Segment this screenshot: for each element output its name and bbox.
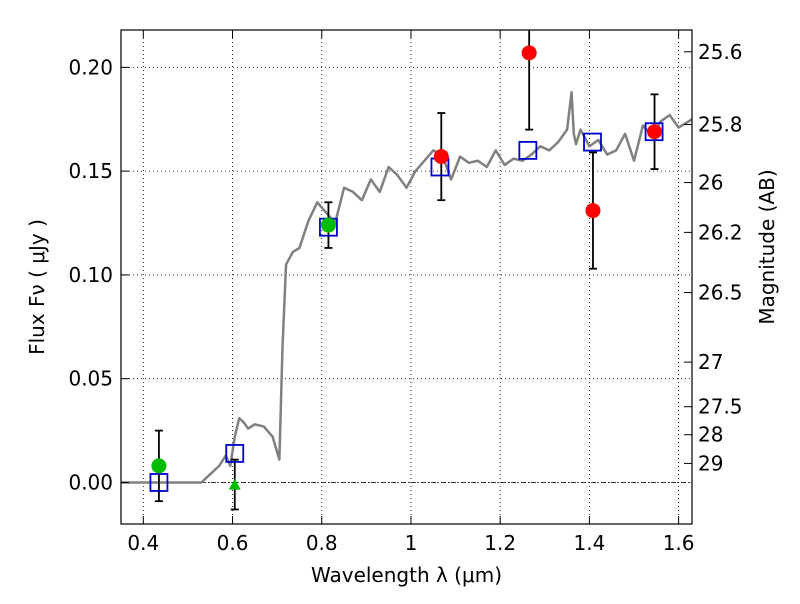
grid (121, 30, 692, 524)
right-tick-label: 26.2 (698, 220, 743, 244)
y-axis-title: Flux Fν ( μJy ) (25, 219, 49, 355)
right-tick-label: 25.6 (698, 40, 743, 64)
right-tick-label: 25.8 (698, 112, 743, 136)
spectrum-line (121, 91, 693, 484)
y-tick-label: 0.15 (68, 159, 113, 183)
x-tick-label: 1.4 (573, 531, 605, 555)
right-tick-label: 27.5 (698, 395, 743, 419)
observed-point-red (521, 45, 537, 61)
right-tick-label: 26 (698, 171, 723, 195)
right-tick-label: 29 (698, 451, 723, 475)
model-square-point (149, 473, 169, 492)
axis-ticks: 0.4 0.6 0.8 1 1.2 1.4 1.6 0.00 0.05 0.10 0.15 0.20 2… (68, 30, 743, 555)
x-tick-label: 0.8 (306, 531, 338, 555)
data-markers (149, 45, 664, 492)
y-tick-label: 0.00 (68, 470, 113, 494)
x-tick-label: 0.6 (217, 531, 249, 555)
y-tick-label: 0.05 (68, 367, 113, 391)
model-square-point (225, 444, 245, 463)
model-square-point (518, 140, 538, 160)
upper-limit-triangle (228, 478, 241, 490)
right-tick-label: 27 (698, 350, 723, 374)
observed-point-green (151, 458, 167, 474)
right-tick-label: 26.5 (698, 281, 743, 305)
y-tick-label: 0.20 (68, 55, 113, 79)
model-square-point (583, 132, 602, 152)
x-tick-label: 1.2 (484, 531, 516, 555)
y-tick-label: 0.10 (68, 263, 113, 287)
x-tick-label: 1 (405, 531, 418, 555)
observed-point-red (647, 124, 663, 140)
observed-point-red (585, 203, 601, 219)
x-axis-title: Wavelength λ (μm) (311, 563, 502, 587)
model-square-point (644, 122, 664, 142)
right-axis-title: Magnitude (AB) (755, 169, 779, 324)
x-tick-label: 1.6 (663, 531, 695, 555)
observed-point-red (433, 149, 449, 165)
errorbars (154, 30, 659, 511)
right-tick-label: 28 (698, 423, 723, 447)
observed-point-green (320, 217, 336, 233)
spectrum-series (121, 91, 693, 484)
x-tick-label: 0.4 (127, 531, 159, 555)
plot-frame (120, 29, 693, 525)
